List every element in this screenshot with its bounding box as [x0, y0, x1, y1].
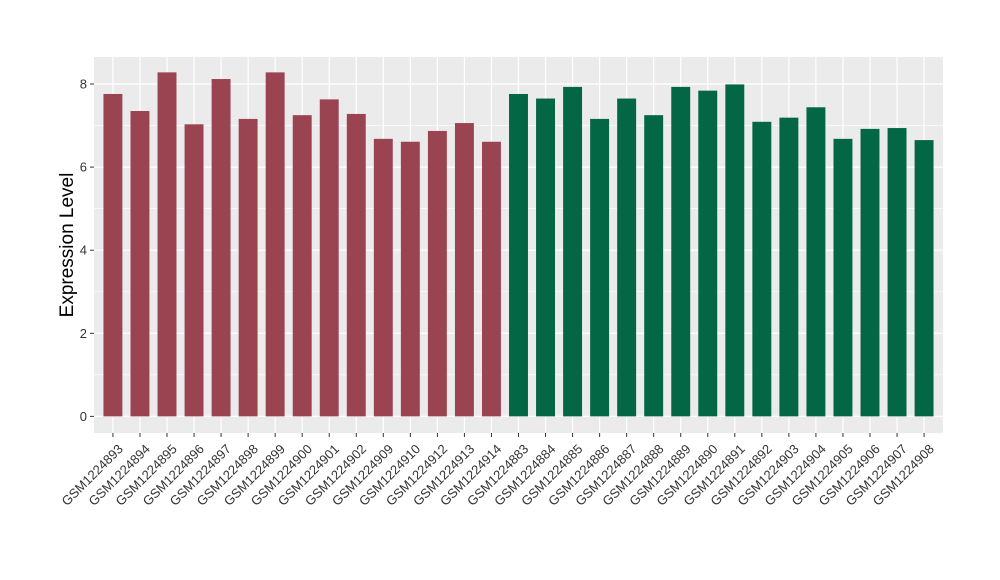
bar — [563, 86, 583, 417]
y-axis-title: Expression Level — [57, 173, 78, 318]
bar — [184, 124, 204, 417]
bar — [238, 118, 258, 417]
bar — [860, 128, 880, 417]
bar — [644, 115, 664, 417]
bar — [833, 138, 853, 417]
bar — [752, 121, 772, 417]
bar — [536, 98, 556, 417]
bar — [806, 107, 826, 417]
bar — [590, 118, 610, 417]
bar — [157, 72, 177, 417]
bar — [914, 140, 934, 417]
bar — [481, 141, 501, 417]
bar — [211, 79, 231, 417]
bar — [373, 138, 393, 417]
bar — [130, 111, 150, 417]
bar — [671, 86, 691, 417]
bar — [400, 141, 420, 417]
bar — [617, 98, 637, 417]
bar — [779, 117, 799, 417]
bar — [292, 115, 312, 417]
bar — [454, 123, 474, 417]
bar — [319, 99, 339, 417]
bar — [725, 84, 745, 417]
bar — [265, 72, 285, 417]
y-axis: 0 2 4 6 8 — [80, 77, 94, 424]
bars — [103, 72, 934, 417]
bar — [103, 93, 123, 417]
bar — [887, 128, 907, 417]
x-axis: GSM1224893GSM1224894GSM1224895GSM1224896… — [58, 433, 937, 509]
y-tick-label: 0 — [80, 409, 87, 424]
bar — [346, 113, 366, 417]
y-tick-label: 6 — [80, 160, 87, 175]
bar — [698, 90, 718, 417]
y-tick-label: 8 — [80, 77, 87, 92]
y-tick-label: 4 — [80, 243, 87, 258]
bar — [427, 130, 447, 417]
bar — [509, 93, 528, 417]
y-tick-label: 2 — [80, 326, 87, 341]
